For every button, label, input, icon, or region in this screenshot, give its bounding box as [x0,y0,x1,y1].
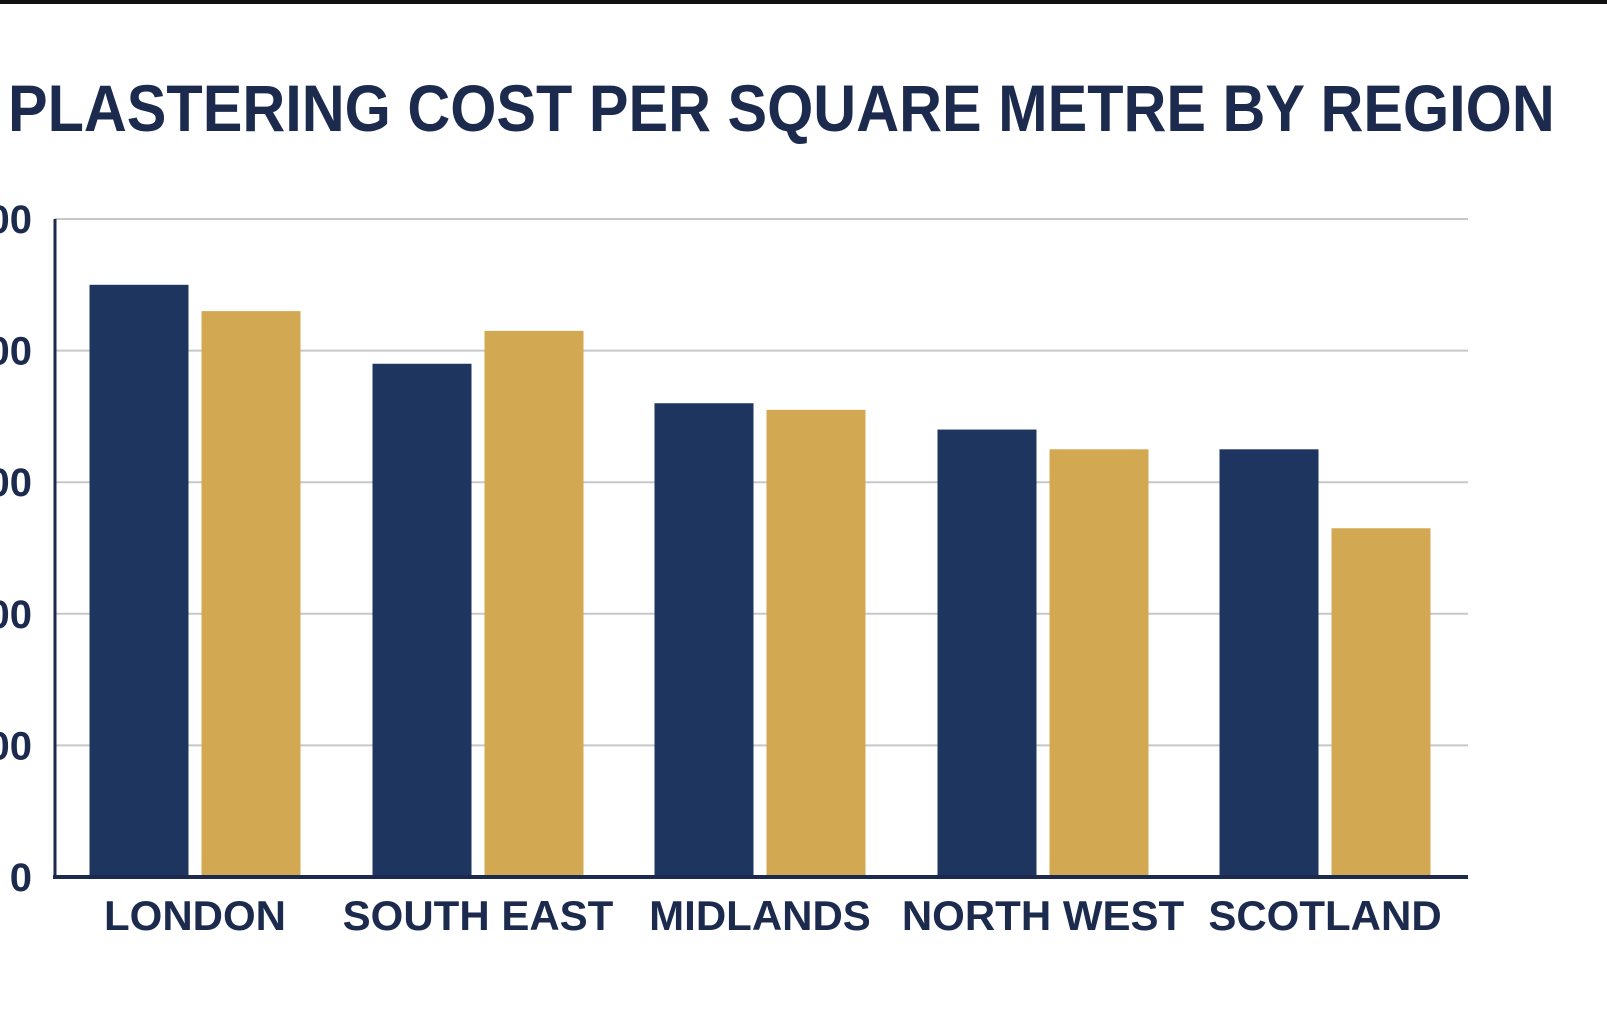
y-tick-label: 00 [0,593,32,637]
bars [89,284,1431,877]
x-tick-label: SCOTLAND [1208,892,1441,939]
x-tick-label: MIDLANDS [649,892,871,939]
bar-south-east-series-2 [484,330,584,877]
bar-london-series-1 [89,284,189,877]
y-axis-tick-labels: 00000000000 [0,198,32,900]
y-tick-label: 0 [10,856,32,900]
y-tick-label: 00 [0,198,32,242]
x-tick-label: SOUTH EAST [343,892,614,939]
axes [53,219,1468,879]
y-tick-label: 00 [0,461,32,505]
y-tick-label: 00 [0,724,32,768]
bar-midlands-series-2 [766,409,866,877]
x-axis-category-labels: LONDON SOUTH EAST MIDLANDS NORTH WEST SCOTLA… [104,892,1442,939]
x-tick-label: NORTH WEST [902,892,1185,939]
bar-scotland-series-2 [1331,528,1431,877]
bar-north-west-series-1 [937,429,1037,877]
y-tick-label: 00 [0,330,32,374]
x-tick-label: LONDON [104,892,286,939]
bar-north-west-series-2 [1049,449,1149,877]
top-border-line [0,0,1607,4]
bar-midlands-series-1 [654,403,754,877]
bar-london-series-2 [201,311,301,877]
bar-scotland-series-1 [1219,449,1319,877]
bar-south-east-series-1 [372,363,472,877]
chart-title: PLASTERING COST PER SQUARE METRE BY REGI… [8,71,1555,145]
